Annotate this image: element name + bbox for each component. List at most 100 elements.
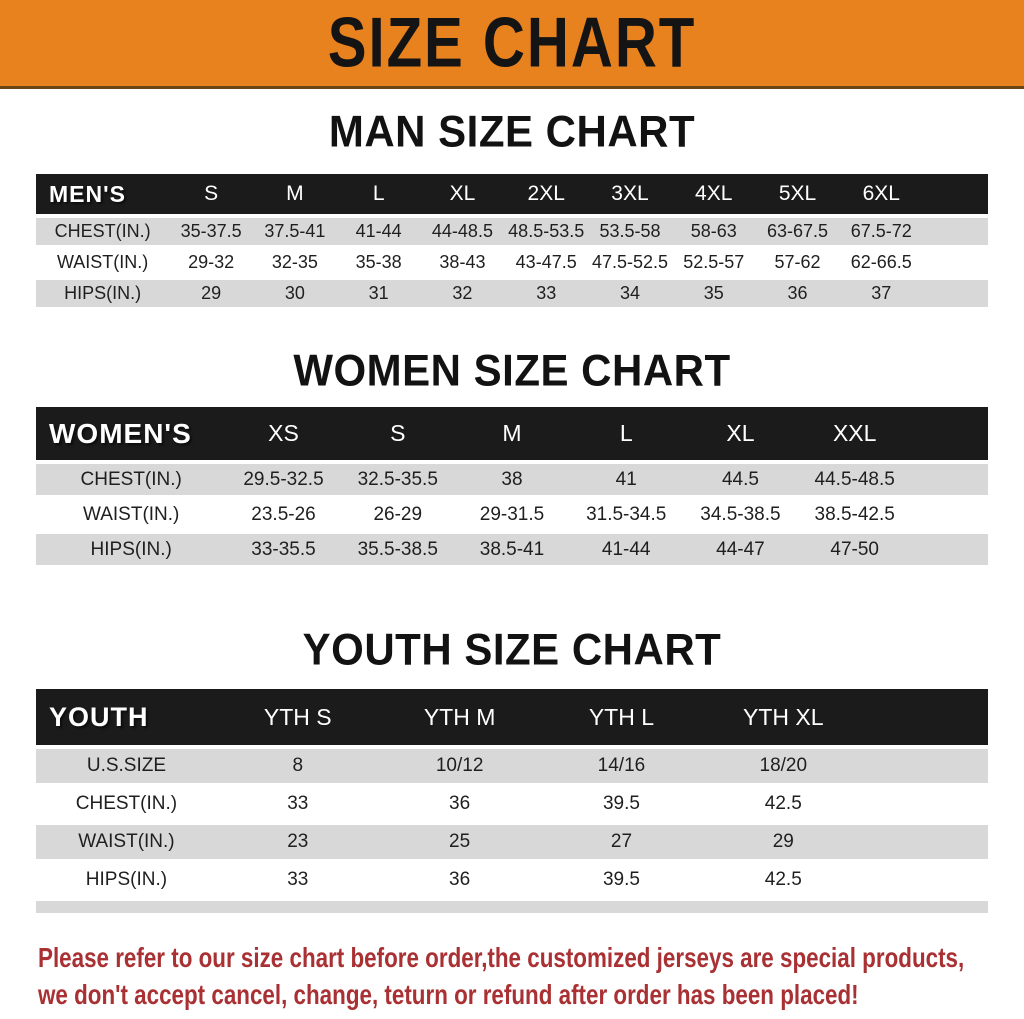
row-label: U.S.SIZE [36, 749, 217, 783]
size-column-header: XXL [797, 407, 912, 460]
row-filler [911, 464, 988, 495]
size-value: 42.5 [702, 787, 865, 821]
row-label: CHEST(IN.) [36, 464, 227, 495]
row-label: HIPS(IN.) [36, 863, 217, 897]
table-row: CHEST(IN.) 35-37.5 37.5-41 41-44 44-48.5 48.5… [36, 218, 988, 245]
size-column-header: 3XL [588, 174, 672, 214]
header-filler [911, 407, 988, 460]
size-value: 26-29 [340, 499, 455, 530]
table-header-row: MEN'S S M L XL 2XL 3XL 4XL 5XL 6XL [36, 174, 988, 214]
size-value: 33-35.5 [226, 534, 341, 565]
size-value: 53.5-58 [588, 218, 672, 245]
table-header-row: YOUTH YTH S YTH M YTH L YTH XL [36, 689, 988, 745]
size-value: 34.5-38.5 [683, 499, 798, 530]
table-corner-label: WOMEN'S [36, 407, 227, 460]
table-row: WAIST(IN.) 29-32 32-35 35-38 38-43 43-47.5 47.… [36, 249, 988, 276]
size-value: 35-37.5 [169, 218, 254, 245]
row-filler [864, 787, 988, 821]
size-value: 47-50 [797, 534, 912, 565]
header-filler [923, 174, 988, 214]
size-value: 25 [378, 825, 541, 859]
size-value: 62-66.5 [839, 249, 924, 276]
size-column-header: L [569, 407, 684, 460]
size-value: 38 [454, 464, 570, 495]
row-label: HIPS(IN.) [36, 534, 227, 565]
size-column-header: M [253, 174, 337, 214]
size-value: 36 [378, 863, 541, 897]
size-value: 32 [420, 280, 505, 307]
table-row: CHEST(IN.) 33 36 39.5 42.5 [36, 787, 988, 821]
row-filler [923, 280, 988, 307]
size-column-header: 5XL [755, 174, 840, 214]
size-value: 10/12 [378, 749, 541, 783]
row-label: WAIST(IN.) [36, 499, 227, 530]
size-value: 38-43 [420, 249, 505, 276]
size-value: 47.5-52.5 [588, 249, 672, 276]
size-value: 32-35 [253, 249, 337, 276]
size-column-header: YTH L [540, 689, 703, 745]
size-value: 57-62 [755, 249, 840, 276]
size-column-header: XL [420, 174, 505, 214]
size-value: 43-47.5 [504, 249, 589, 276]
table-row: HIPS(IN.) 33 36 39.5 42.5 [36, 863, 988, 897]
row-label: HIPS(IN.) [36, 280, 170, 307]
size-value: 37 [839, 280, 924, 307]
size-column-header: XL [683, 407, 798, 460]
size-column-header: M [454, 407, 570, 460]
size-value: 52.5-57 [671, 249, 756, 276]
size-value: 18/20 [702, 749, 865, 783]
row-label: CHEST(IN.) [36, 218, 170, 245]
size-column-header: L [336, 174, 421, 214]
size-value: 33 [216, 787, 379, 821]
size-value: 38.5-41 [454, 534, 570, 565]
size-value: 39.5 [540, 787, 703, 821]
size-value: 41-44 [336, 218, 421, 245]
size-value: 29-31.5 [454, 499, 570, 530]
size-value: 44-47 [683, 534, 798, 565]
size-value: 36 [378, 787, 541, 821]
size-value: 35.5-38.5 [340, 534, 455, 565]
row-filler [864, 749, 988, 783]
disclaimer-line-1: Please refer to our size chart before or… [38, 942, 965, 973]
size-value: 48.5-53.5 [504, 218, 589, 245]
size-value: 41-44 [569, 534, 684, 565]
disclaimer: Please refer to our size chart before or… [38, 939, 1024, 1013]
youth-table-bottom-strip [36, 901, 988, 913]
size-value: 30 [253, 280, 337, 307]
women-size-table: WOMEN'S XS S M L XL XXL CHEST(IN.) 29.5-32.5 32.5… [36, 403, 988, 569]
size-value: 58-63 [671, 218, 756, 245]
size-value: 8 [216, 749, 379, 783]
table-row: CHEST(IN.) 29.5-32.5 32.5-35.5 38 41 44.5 44.5… [36, 464, 988, 495]
size-value: 33 [216, 863, 379, 897]
row-label: WAIST(IN.) [36, 825, 217, 859]
table-header-row: WOMEN'S XS S M L XL XXL [36, 407, 988, 460]
size-value: 35-38 [336, 249, 421, 276]
size-value: 37.5-41 [253, 218, 337, 245]
size-column-header: XS [226, 407, 341, 460]
size-value: 44.5 [683, 464, 798, 495]
size-value: 67.5-72 [839, 218, 924, 245]
size-value: 44-48.5 [420, 218, 505, 245]
table-corner-label: YOUTH [36, 689, 217, 745]
size-value: 29 [702, 825, 865, 859]
size-column-header: 4XL [671, 174, 756, 214]
size-value: 29 [169, 280, 254, 307]
disclaimer-line-2: we don't accept cancel, change, teturn o… [38, 979, 859, 1010]
size-value: 27 [540, 825, 703, 859]
table-row: WAIST(IN.) 23.5-26 26-29 29-31.5 31.5-34.5 34… [36, 499, 988, 530]
size-value: 42.5 [702, 863, 865, 897]
row-filler [864, 863, 988, 897]
size-value: 29-32 [169, 249, 254, 276]
size-value: 39.5 [540, 863, 703, 897]
size-value: 34 [588, 280, 672, 307]
table-row: HIPS(IN.) 33-35.5 35.5-38.5 38.5-41 41-44 44-… [36, 534, 988, 565]
size-column-header: S [340, 407, 455, 460]
size-value: 44.5-48.5 [797, 464, 912, 495]
size-value: 23 [216, 825, 379, 859]
size-column-header: YTH S [216, 689, 379, 745]
section-heading-youth: YOUTH SIZE CHART [302, 624, 722, 675]
banner-title: SIZE CHART [327, 2, 697, 82]
table-corner-label: MEN'S [36, 174, 170, 214]
section-heading-man: MAN SIZE CHART [328, 106, 696, 157]
table-row: HIPS(IN.) 29 30 31 32 33 34 35 36 37 [36, 280, 988, 307]
